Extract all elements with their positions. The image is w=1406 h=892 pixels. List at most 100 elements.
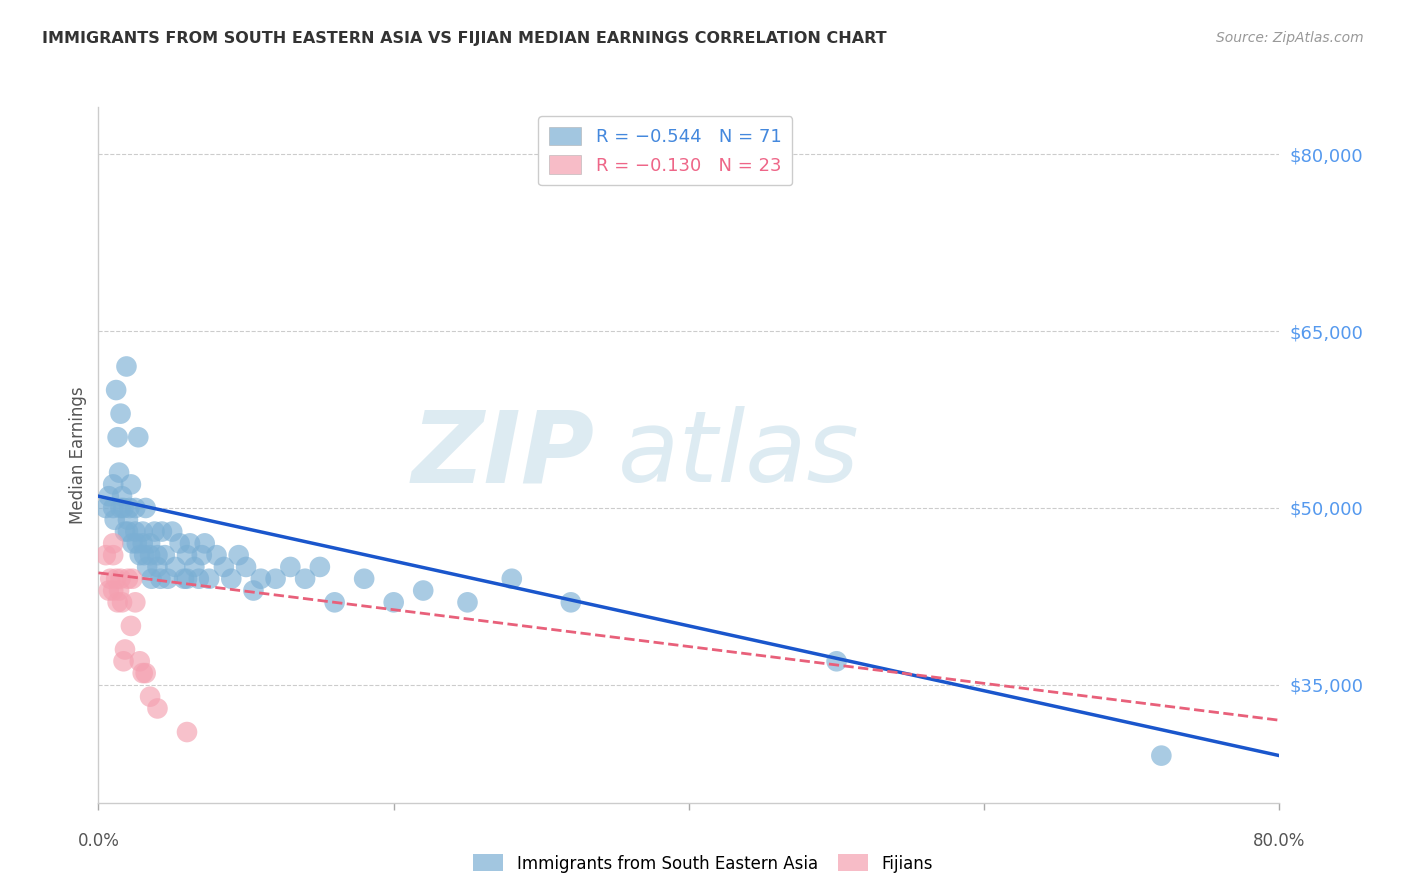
Point xyxy=(176,572,198,586)
Point xyxy=(118,500,141,515)
Point xyxy=(143,524,166,539)
Point xyxy=(114,524,136,539)
Point xyxy=(149,572,172,586)
Point xyxy=(219,572,242,586)
Point xyxy=(103,583,125,598)
Point xyxy=(110,500,132,515)
Point xyxy=(212,560,235,574)
Point xyxy=(97,489,120,503)
Point xyxy=(146,701,169,715)
Point xyxy=(412,583,434,598)
Point xyxy=(103,477,125,491)
Point xyxy=(121,572,143,586)
Point xyxy=(120,619,142,633)
Point xyxy=(191,548,214,562)
Point xyxy=(139,548,162,562)
Point xyxy=(141,572,163,586)
Point xyxy=(135,500,157,515)
Point xyxy=(176,725,198,739)
Point xyxy=(153,548,176,562)
Text: atlas: atlas xyxy=(619,407,859,503)
Point xyxy=(825,654,848,668)
Point xyxy=(98,572,121,586)
Point xyxy=(323,595,346,609)
Point xyxy=(108,583,131,598)
Point xyxy=(183,560,205,574)
Point xyxy=(108,466,131,480)
Point xyxy=(264,572,287,586)
Point xyxy=(124,524,146,539)
Point xyxy=(501,572,523,586)
Point xyxy=(107,595,129,609)
Point xyxy=(136,560,159,574)
Point xyxy=(146,548,169,562)
Point xyxy=(117,572,139,586)
Point xyxy=(205,548,228,562)
Point xyxy=(179,536,201,550)
Point xyxy=(353,572,375,586)
Point xyxy=(146,560,169,574)
Point xyxy=(117,513,139,527)
Text: 80.0%: 80.0% xyxy=(1253,832,1306,850)
Point xyxy=(105,383,128,397)
Text: Source: ZipAtlas.com: Source: ZipAtlas.com xyxy=(1216,31,1364,45)
Point xyxy=(132,524,155,539)
Point xyxy=(139,690,162,704)
Point xyxy=(125,536,148,550)
Point xyxy=(139,536,162,550)
Point xyxy=(165,560,187,574)
Point xyxy=(107,430,129,444)
Point xyxy=(294,572,316,586)
Point xyxy=(1150,748,1173,763)
Point xyxy=(150,524,173,539)
Point xyxy=(124,595,146,609)
Point xyxy=(309,560,332,574)
Point xyxy=(127,430,149,444)
Legend: Immigrants from South Eastern Asia, Fijians: Immigrants from South Eastern Asia, Fiji… xyxy=(467,847,939,880)
Text: ZIP: ZIP xyxy=(412,407,595,503)
Text: IMMIGRANTS FROM SOUTH EASTERN ASIA VS FIJIAN MEDIAN EARNINGS CORRELATION CHART: IMMIGRANTS FROM SOUTH EASTERN ASIA VS FI… xyxy=(42,31,887,46)
Point xyxy=(128,654,150,668)
Point xyxy=(187,572,209,586)
Point xyxy=(135,666,157,681)
Point xyxy=(110,572,132,586)
Point xyxy=(382,595,405,609)
Legend: R = −0.544   N = 71, R = −0.130   N = 23: R = −0.544 N = 71, R = −0.130 N = 23 xyxy=(538,116,793,186)
Point xyxy=(111,595,134,609)
Point xyxy=(132,666,155,681)
Point xyxy=(456,595,478,609)
Point xyxy=(194,536,217,550)
Point xyxy=(156,572,179,586)
Point xyxy=(105,572,128,586)
Point xyxy=(110,407,132,421)
Point xyxy=(176,548,198,562)
Point xyxy=(117,524,139,539)
Point xyxy=(235,560,257,574)
Point xyxy=(112,500,135,515)
Point xyxy=(120,477,142,491)
Y-axis label: Median Earnings: Median Earnings xyxy=(69,386,87,524)
Point xyxy=(228,548,250,562)
Text: 0.0%: 0.0% xyxy=(77,832,120,850)
Point xyxy=(103,500,125,515)
Point xyxy=(173,572,195,586)
Point xyxy=(104,513,127,527)
Point xyxy=(560,595,582,609)
Point xyxy=(114,642,136,657)
Point xyxy=(103,548,125,562)
Point xyxy=(112,654,135,668)
Point xyxy=(198,572,221,586)
Point xyxy=(134,548,156,562)
Point xyxy=(242,583,264,598)
Point xyxy=(132,536,155,550)
Point xyxy=(162,524,183,539)
Point xyxy=(115,359,138,374)
Point xyxy=(128,548,150,562)
Point xyxy=(97,583,120,598)
Point xyxy=(124,500,146,515)
Point xyxy=(121,536,143,550)
Point xyxy=(169,536,191,550)
Point xyxy=(250,572,273,586)
Point xyxy=(103,536,125,550)
Point xyxy=(278,560,302,574)
